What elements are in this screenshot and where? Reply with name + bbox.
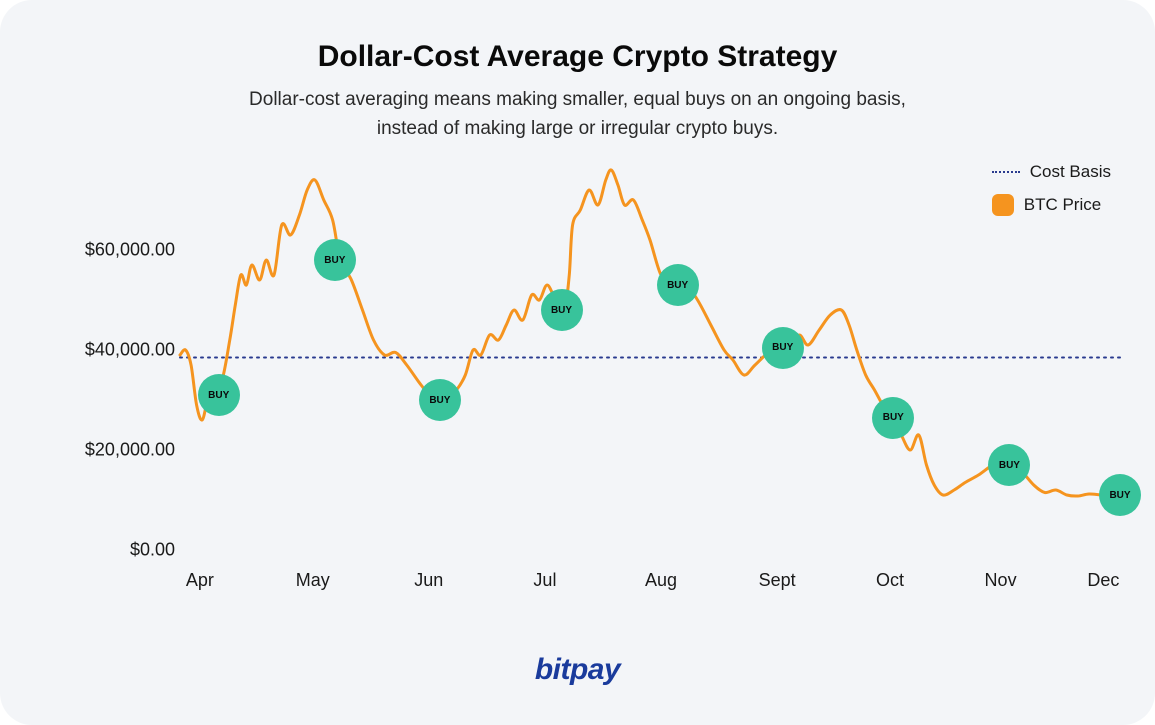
y-axis-tick: $40,000.00 bbox=[85, 340, 175, 361]
y-axis-tick: $60,000.00 bbox=[85, 240, 175, 261]
plot-region: BUYBUYBUYBUYBUYBUYBUYBUYBUY bbox=[180, 150, 1120, 550]
chart-subtitle: Dollar-cost averaging means making small… bbox=[228, 86, 928, 143]
legend-label: BTC Price bbox=[1024, 195, 1101, 215]
x-axis-tick: Nov bbox=[985, 570, 1017, 591]
legend-label: Cost Basis bbox=[1030, 162, 1111, 182]
x-axis-tick: Dec bbox=[1087, 570, 1119, 591]
x-axis-tick: Sept bbox=[759, 570, 796, 591]
x-axis-tick: Aug bbox=[645, 570, 677, 591]
buy-marker: BUY bbox=[541, 289, 583, 331]
legend: Cost Basis BTC Price bbox=[992, 162, 1111, 228]
bitpay-logo: bitpay bbox=[535, 653, 620, 687]
legend-item-btc-price: BTC Price bbox=[992, 194, 1111, 216]
price-line-svg bbox=[180, 150, 1120, 550]
buy-marker: BUY bbox=[988, 444, 1030, 486]
btc-price-line bbox=[180, 170, 1120, 496]
y-axis-tick: $20,000.00 bbox=[85, 440, 175, 461]
x-axis-tick: Oct bbox=[876, 570, 904, 591]
x-axis-tick: Jun bbox=[414, 570, 443, 591]
x-axis-tick: May bbox=[296, 570, 330, 591]
y-axis-tick: $0.00 bbox=[130, 540, 175, 561]
legend-item-cost-basis: Cost Basis bbox=[992, 162, 1111, 182]
chart-card: Dollar-Cost Average Crypto Strategy Doll… bbox=[0, 0, 1155, 725]
chart-area: BUY BUY BUY BUY BUY BUY BUY BUY BUY Cost Basis B… bbox=[0, 150, 1155, 620]
buy-marker: BUY bbox=[872, 397, 914, 439]
legend-square-icon bbox=[992, 194, 1014, 216]
buy-marker: BUY bbox=[419, 379, 461, 421]
buy-marker: BUY bbox=[762, 327, 804, 369]
chart-title: Dollar-Cost Average Crypto Strategy bbox=[0, 40, 1155, 74]
buy-marker: BUY bbox=[198, 374, 240, 416]
buy-marker: BUY bbox=[657, 264, 699, 306]
buy-marker: BUY bbox=[314, 239, 356, 281]
x-axis-tick: Jul bbox=[533, 570, 556, 591]
x-axis-tick: Apr bbox=[186, 570, 214, 591]
buy-marker: BUY bbox=[1099, 474, 1141, 516]
legend-dash-icon bbox=[992, 171, 1020, 173]
